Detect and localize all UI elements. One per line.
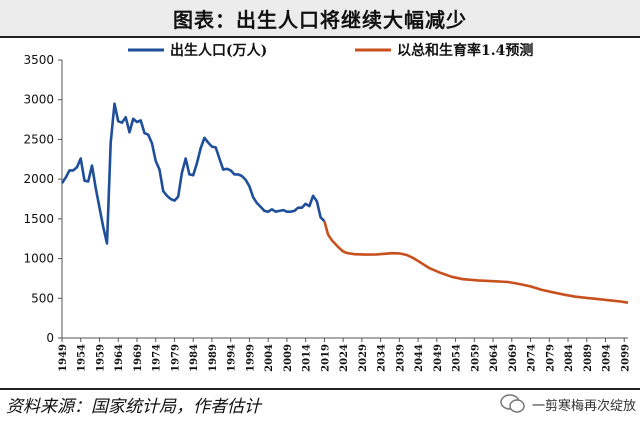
x-tick-label: 2064 bbox=[489, 344, 500, 372]
y-tick-label: 0 bbox=[46, 331, 54, 345]
x-tick-label: 1964 bbox=[114, 344, 125, 372]
x-tick-label: 2094 bbox=[602, 344, 613, 372]
title-rule bbox=[0, 36, 640, 38]
series-line-births bbox=[60, 102, 326, 245]
x-tick-label: 2084 bbox=[564, 344, 575, 372]
x-tick-label: 2044 bbox=[414, 344, 425, 372]
x-tick-label: 2069 bbox=[508, 344, 519, 372]
x-tick-label: 1994 bbox=[227, 344, 238, 372]
x-tick-label: 2054 bbox=[452, 344, 463, 372]
x-tick-label: 1969 bbox=[133, 344, 144, 372]
x-tick-label: 1999 bbox=[245, 344, 256, 372]
x-tick-label: 2039 bbox=[395, 344, 406, 372]
y-tick-label: 1500 bbox=[23, 212, 54, 226]
y-tick-label: 3500 bbox=[23, 53, 54, 67]
x-tick-label: 2074 bbox=[527, 344, 538, 372]
x-tick-label: 2029 bbox=[358, 344, 369, 372]
x-tick-label: 1979 bbox=[170, 344, 181, 372]
x-tick-label: 2034 bbox=[377, 344, 388, 372]
y-tick-label: 2500 bbox=[23, 132, 54, 146]
y-tick-label: 3000 bbox=[23, 93, 54, 107]
chart-title: 图表：出生人口将继续大幅减少 bbox=[173, 7, 467, 32]
x-tick-label: 2009 bbox=[283, 344, 294, 372]
x-tick-label: 1989 bbox=[208, 344, 219, 372]
watermark-text: 一剪寒梅再次绽放 bbox=[531, 398, 636, 414]
wechat-icon bbox=[500, 394, 525, 413]
x-tick-label: 2019 bbox=[320, 344, 331, 372]
footer-rule bbox=[0, 388, 640, 390]
x-tick-label: 1974 bbox=[152, 344, 163, 372]
source-note: 资料来源：国家统计局，作者估计 bbox=[6, 397, 261, 417]
legend-label: 出生人口(万人) bbox=[170, 42, 267, 59]
y-tick-label: 1000 bbox=[23, 252, 54, 266]
legend-label: 以总和生育率1.4预测 bbox=[397, 42, 533, 59]
x-tick-label: 1984 bbox=[189, 344, 200, 372]
y-tick-label: 500 bbox=[31, 291, 54, 305]
x-tick-label: 1954 bbox=[77, 344, 88, 372]
title-bar: 图表：出生人口将继续大幅减少 bbox=[0, 0, 640, 36]
watermark: 一剪寒梅再次绽放 bbox=[500, 393, 636, 415]
x-tick-label: 2004 bbox=[264, 344, 275, 372]
x-tick-label: 1949 bbox=[58, 344, 69, 372]
x-tick-label: 2059 bbox=[470, 344, 481, 372]
y-tick-label: 2000 bbox=[23, 172, 54, 186]
x-tick-label: 2079 bbox=[545, 344, 556, 372]
x-tick-label: 2089 bbox=[583, 344, 594, 372]
line-chart: 0 500 1000 1500 2000 2500 3000 3500 1949 1954 1959… bbox=[23, 42, 631, 372]
x-tick-label: 2099 bbox=[620, 344, 631, 372]
x-tick-label: 2024 bbox=[339, 344, 350, 372]
series-line-forecast bbox=[323, 220, 629, 304]
x-tick-label: 2049 bbox=[433, 344, 444, 372]
x-tick-label: 2014 bbox=[302, 344, 313, 372]
x-tick-label: 1959 bbox=[95, 344, 106, 372]
